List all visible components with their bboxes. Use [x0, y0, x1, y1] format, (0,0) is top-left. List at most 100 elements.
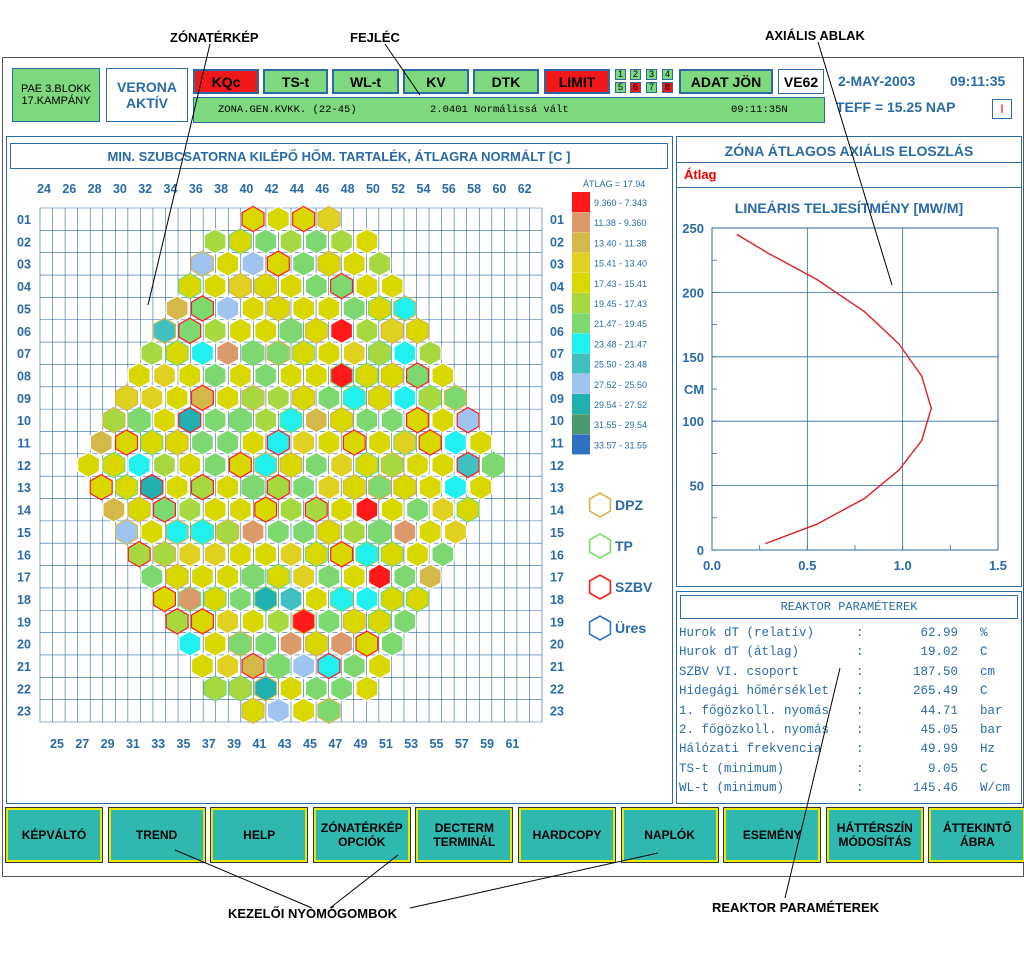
fuel-assembly-cell[interactable]	[266, 339, 290, 367]
fuel-assembly-cell[interactable]	[355, 362, 379, 389]
fuel-assembly-cell[interactable]	[393, 295, 417, 322]
fuel-assembly-cell[interactable]	[203, 675, 227, 702]
fuel-assembly-cell[interactable]	[279, 406, 303, 434]
fuel-assembly-cell[interactable]	[266, 697, 290, 724]
fuel-assembly-cell[interactable]	[216, 295, 240, 322]
fuel-assembly-cell[interactable]	[165, 608, 189, 635]
fuel-assembly-cell[interactable]	[279, 272, 303, 300]
fuel-assembly-cell[interactable]	[406, 451, 429, 479]
fuel-assembly-cell[interactable]	[292, 608, 316, 635]
fuel-assembly-cell[interactable]	[292, 563, 316, 590]
fuel-assembly-cell[interactable]	[368, 295, 392, 322]
fuel-assembly-cell[interactable]	[89, 473, 113, 501]
fuel-assembly-cell[interactable]	[266, 205, 290, 233]
fuel-assembly-cell[interactable]	[153, 362, 176, 389]
limit-button[interactable]: LIMIT	[544, 69, 610, 94]
fuel-assembly-cell[interactable]	[241, 697, 265, 724]
fuel-assembly-cell[interactable]	[178, 540, 202, 568]
naplok-button[interactable]: NAPLÓK	[620, 807, 719, 863]
fuel-assembly-cell[interactable]	[89, 429, 113, 456]
fuel-assembly-cell[interactable]	[266, 518, 290, 546]
fuel-assembly-cell[interactable]	[190, 384, 214, 412]
fuel-assembly-cell[interactable]	[165, 429, 189, 456]
fuel-assembly-cell[interactable]	[203, 496, 227, 523]
fuel-assembly-cell[interactable]	[241, 652, 265, 680]
fuel-assembly-cell[interactable]	[330, 272, 354, 300]
fuel-assembly-cell[interactable]	[190, 250, 214, 277]
fuel-assembly-cell[interactable]	[330, 630, 354, 657]
fuel-assembly-cell[interactable]	[380, 406, 404, 434]
hatterszin-modositas-button[interactable]: HÁTTÉRSZÍN MÓDOSÍTÁS	[825, 807, 924, 863]
fuel-assembly-cell[interactable]	[279, 630, 303, 657]
fuel-assembly-cell[interactable]	[165, 518, 189, 546]
fuel-assembly-cell[interactable]	[127, 362, 151, 389]
fuel-assembly-cell[interactable]	[317, 384, 341, 412]
fuel-assembly-cell[interactable]	[115, 473, 139, 501]
fuel-assembly-cell[interactable]	[456, 406, 480, 434]
fuel-assembly-cell[interactable]	[292, 429, 316, 456]
fuel-assembly-cell[interactable]	[317, 295, 341, 322]
fuel-assembly-cell[interactable]	[380, 585, 404, 613]
tab-atlag[interactable]: Átlag	[684, 167, 717, 182]
fuel-assembly-cell[interactable]	[317, 697, 341, 724]
fuel-assembly-cell[interactable]	[456, 496, 480, 523]
fuel-assembly-cell[interactable]	[102, 451, 126, 479]
ts-t-button[interactable]: TS-t	[263, 69, 328, 94]
fuel-assembly-cell[interactable]	[292, 339, 316, 367]
fuel-assembly-cell[interactable]	[190, 563, 214, 590]
fuel-assembly-cell[interactable]	[317, 652, 341, 680]
fuel-assembly-cell[interactable]	[342, 563, 366, 590]
mini-indicator-1[interactable]: 1	[615, 69, 626, 80]
fuel-assembly-cell[interactable]	[292, 205, 316, 233]
fuel-assembly-cell[interactable]	[317, 473, 341, 501]
fuel-assembly-cell[interactable]	[216, 518, 240, 546]
fuel-assembly-cell[interactable]	[304, 540, 328, 568]
fuel-assembly-cell[interactable]	[355, 228, 379, 255]
fuel-assembly-cell[interactable]	[115, 429, 139, 456]
fuel-assembly-cell[interactable]	[178, 630, 202, 657]
mini-indicator-7[interactable]: 7	[646, 82, 657, 93]
fuel-assembly-cell[interactable]	[228, 630, 252, 657]
fuel-assembly-cell[interactable]	[431, 451, 455, 479]
fuel-assembly-cell[interactable]	[102, 496, 126, 523]
fuel-assembly-cell[interactable]	[342, 518, 366, 546]
fuel-assembly-cell[interactable]	[279, 228, 303, 255]
fuel-assembly-cell[interactable]	[178, 362, 202, 389]
fuel-assembly-cell[interactable]	[115, 384, 139, 412]
fuel-assembly-cell[interactable]	[190, 518, 214, 546]
fuel-assembly-cell[interactable]	[443, 518, 467, 546]
fuel-assembly-cell[interactable]	[140, 518, 164, 546]
fuel-assembly-cell[interactable]	[431, 406, 455, 434]
fuel-assembly-cell[interactable]	[342, 250, 366, 277]
fuel-assembly-cell[interactable]	[368, 250, 392, 277]
fuel-assembly-cell[interactable]	[254, 317, 278, 345]
fuel-assembly-cell[interactable]	[228, 228, 252, 255]
fuel-assembly-cell[interactable]	[216, 250, 240, 277]
fuel-assembly-cell[interactable]	[279, 496, 303, 523]
fuel-assembly-cell[interactable]	[178, 496, 202, 523]
kepvalto-button[interactable]: KÉPVÁLTÓ	[5, 807, 103, 863]
fuel-assembly-cell[interactable]	[190, 295, 214, 322]
fuel-assembly-cell[interactable]	[228, 317, 252, 345]
trend-button[interactable]: TREND	[107, 807, 206, 863]
fuel-assembly-cell[interactable]	[140, 563, 164, 590]
fuel-assembly-cell[interactable]	[380, 540, 404, 568]
fuel-assembly-cell[interactable]	[330, 496, 354, 523]
fuel-assembly-cell[interactable]	[368, 652, 392, 680]
fuel-assembly-cell[interactable]	[393, 429, 417, 456]
fuel-assembly-cell[interactable]	[279, 675, 303, 702]
fuel-assembly-cell[interactable]	[254, 362, 278, 389]
fuel-assembly-cell[interactable]	[368, 473, 392, 501]
fuel-assembly-cell[interactable]	[292, 652, 316, 680]
fuel-assembly-cell[interactable]	[355, 451, 379, 479]
fuel-assembly-cell[interactable]	[203, 585, 227, 613]
fuel-assembly-cell[interactable]	[456, 451, 480, 479]
fuel-assembly-cell[interactable]	[330, 585, 354, 613]
fuel-assembly-cell[interactable]	[254, 675, 278, 702]
fuel-assembly-cell[interactable]	[228, 540, 252, 568]
fuel-assembly-cell[interactable]	[165, 384, 189, 412]
fuel-assembly-cell[interactable]	[304, 272, 328, 300]
fuel-assembly-cell[interactable]	[469, 473, 493, 501]
fuel-assembly-cell[interactable]	[140, 339, 164, 367]
fuel-assembly-cell[interactable]	[330, 540, 354, 568]
